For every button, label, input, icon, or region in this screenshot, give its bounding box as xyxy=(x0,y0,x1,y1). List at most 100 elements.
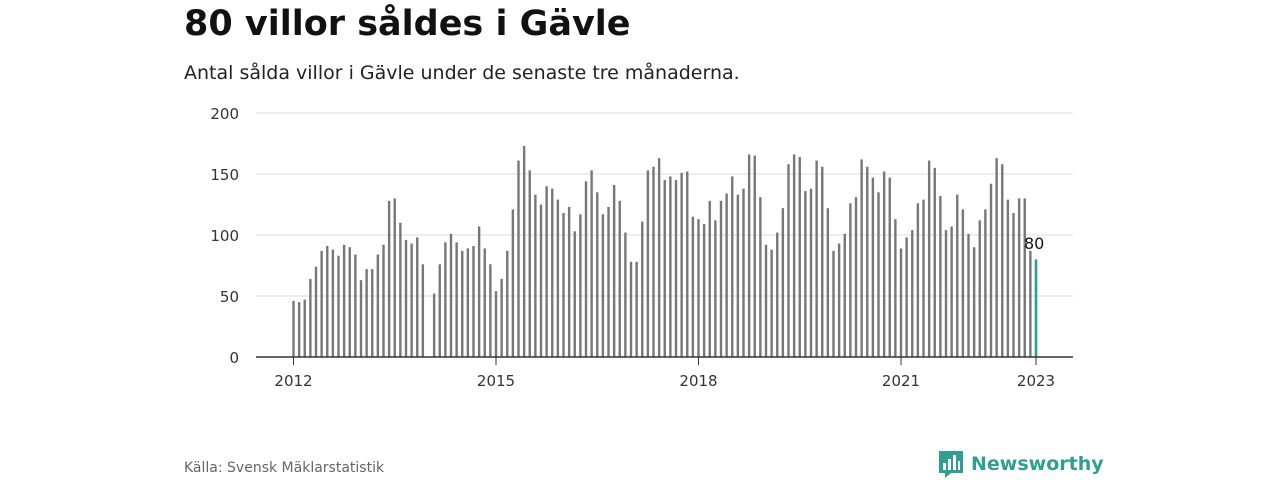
bar xyxy=(545,186,548,357)
bar xyxy=(742,188,745,357)
bar xyxy=(393,198,396,357)
bar xyxy=(410,243,413,357)
bar xyxy=(674,180,678,357)
y-axis-ticks: 0 50 100 150 200 xyxy=(210,105,239,367)
bar xyxy=(455,242,458,357)
bar xyxy=(950,226,953,357)
bar xyxy=(753,155,756,357)
bar xyxy=(832,250,835,357)
bar xyxy=(416,237,419,357)
bar xyxy=(708,200,711,357)
bar xyxy=(1012,213,1015,357)
bar xyxy=(494,291,498,357)
bar xyxy=(680,172,683,357)
bar xyxy=(714,220,717,357)
bar xyxy=(551,188,554,357)
bar xyxy=(736,194,740,357)
bar xyxy=(764,244,768,357)
bar xyxy=(646,170,650,357)
bar xyxy=(320,250,323,357)
bar xyxy=(404,239,408,357)
bar xyxy=(449,233,453,357)
bar xyxy=(607,206,610,357)
bar xyxy=(376,254,380,357)
bar xyxy=(877,192,880,357)
bar xyxy=(933,167,936,357)
bar xyxy=(961,209,965,357)
bar xyxy=(596,192,599,357)
bar xyxy=(978,220,981,357)
bar xyxy=(342,244,346,357)
bar xyxy=(309,278,312,357)
bar xyxy=(669,176,672,357)
bar xyxy=(641,221,644,357)
bar xyxy=(399,222,402,357)
bar xyxy=(348,247,351,357)
bar xyxy=(837,243,841,357)
y-tick-label: 0 xyxy=(229,349,239,367)
bar xyxy=(815,160,818,357)
brand-logo[interactable]: Newsworthy xyxy=(937,448,1104,480)
bar xyxy=(826,208,830,357)
bar xyxy=(911,230,914,357)
bar xyxy=(787,164,790,357)
bar xyxy=(506,250,509,357)
bar xyxy=(326,245,329,357)
y-tick-label: 150 xyxy=(210,166,239,184)
bar xyxy=(759,197,762,357)
bar xyxy=(989,183,993,357)
bar xyxy=(297,302,301,357)
bar xyxy=(657,158,661,357)
bar xyxy=(522,145,526,357)
bar xyxy=(314,266,318,357)
bar xyxy=(337,255,340,357)
bar xyxy=(860,159,863,357)
bar xyxy=(567,206,571,357)
bar xyxy=(939,195,942,357)
bar xyxy=(382,244,385,357)
bar xyxy=(905,237,908,357)
bar xyxy=(556,199,560,357)
bar xyxy=(511,209,515,357)
bar xyxy=(612,184,616,357)
bar xyxy=(776,232,779,357)
bar xyxy=(944,230,948,357)
bar xyxy=(331,249,335,357)
bar xyxy=(387,200,391,357)
bar xyxy=(292,300,295,357)
bar xyxy=(702,224,706,357)
bar xyxy=(624,232,627,357)
bar xyxy=(882,171,886,357)
bar xyxy=(686,171,689,357)
bar xyxy=(489,264,492,357)
bar xyxy=(967,233,970,357)
bar xyxy=(871,177,875,357)
bar xyxy=(562,213,565,357)
bar xyxy=(809,188,813,357)
bar-highlight xyxy=(1034,259,1038,357)
x-axis-ticks: 2012 2015 2018 2021 2023 xyxy=(274,357,1055,390)
bar xyxy=(747,154,751,357)
bar xyxy=(984,209,987,357)
bar xyxy=(691,216,695,357)
bar xyxy=(517,160,520,357)
bar xyxy=(922,199,925,357)
bar xyxy=(1023,198,1026,357)
bar xyxy=(894,219,897,357)
x-tick-label: 2018 xyxy=(679,372,717,390)
bar xyxy=(303,299,306,357)
x-tick-label: 2015 xyxy=(477,372,515,390)
data-labels: 80 xyxy=(1024,234,1044,253)
x-tick-label: 2012 xyxy=(274,372,312,390)
bar xyxy=(972,247,976,357)
bar xyxy=(697,219,700,357)
bar-chart: 0 50 100 150 200 2012 2015 2018 2021 2023 80 xyxy=(210,105,1073,390)
bar xyxy=(888,177,891,357)
bar xyxy=(652,166,655,357)
bar xyxy=(483,248,486,357)
bar xyxy=(584,181,588,357)
bar xyxy=(438,264,441,357)
bar xyxy=(770,249,773,357)
bar xyxy=(1006,199,1010,357)
bar xyxy=(899,248,903,357)
